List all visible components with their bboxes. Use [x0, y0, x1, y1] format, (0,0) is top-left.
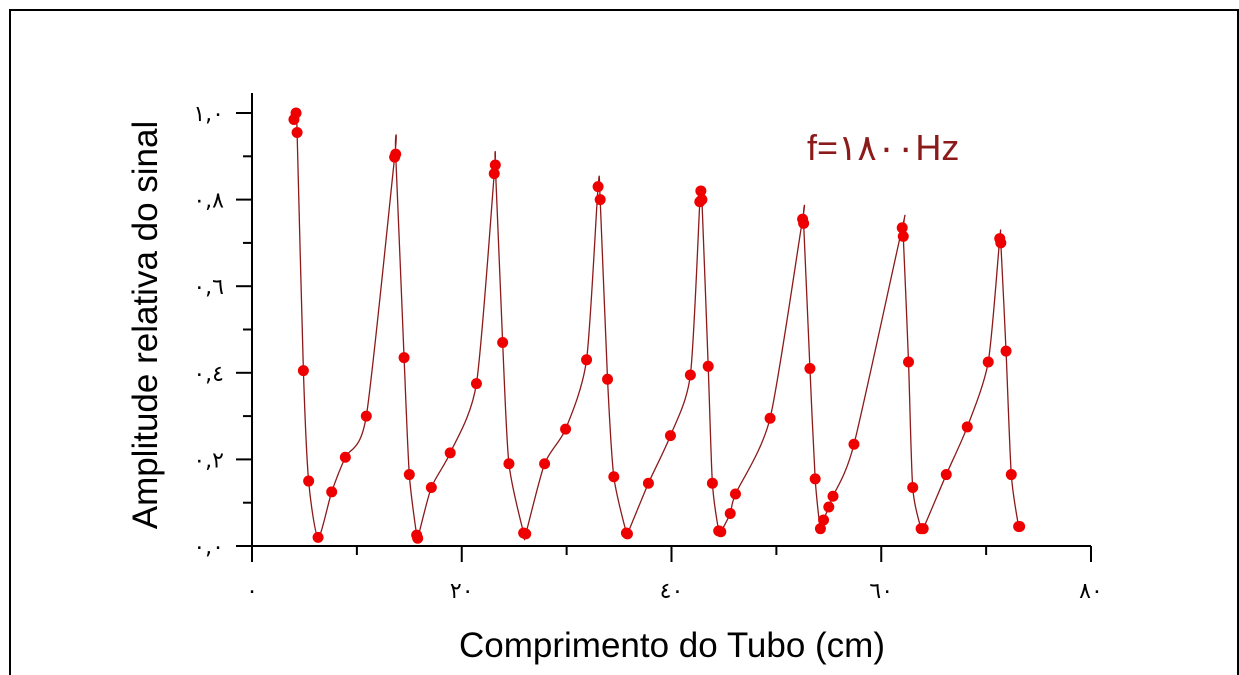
data-point [339, 451, 351, 463]
data-point [814, 523, 826, 535]
data-point [940, 469, 952, 481]
data-point [897, 230, 909, 242]
data-point [694, 196, 706, 208]
data-point [798, 217, 810, 229]
data-point [818, 514, 830, 526]
data-point [1000, 345, 1012, 357]
y-tick-label: ٠,٨ [193, 189, 224, 214]
y-tick-label: ٠,٦ [193, 275, 224, 300]
data-point [312, 531, 324, 543]
data-point [702, 360, 714, 372]
ticks: ٠ ٢٠ ٤٠ ٦٠ ٨٠ ٠,٠ ٠,٢ ٠,٤ ٠,٦ ٠,٨ ١,٠ [193, 102, 1102, 604]
data-point [1014, 521, 1026, 533]
data-point [594, 194, 606, 206]
data-point [444, 447, 456, 459]
y-tick-label: ١,٠ [193, 102, 224, 127]
fit-curve-layer [293, 111, 1021, 543]
data-point [907, 482, 919, 494]
data-point [288, 113, 300, 125]
data-point [903, 356, 915, 368]
y-tick-label: ٠,٢ [193, 448, 224, 473]
data-point [470, 378, 482, 390]
data-point [560, 423, 572, 435]
data-point [848, 438, 860, 450]
data-point [539, 458, 551, 470]
data-point [489, 159, 501, 171]
data-point [403, 469, 415, 481]
x-axis-title: Comprimento do Tubo (cm) [459, 626, 885, 665]
x-tick-label: ٤٠ [660, 579, 684, 604]
data-point [695, 185, 707, 197]
data-point [326, 486, 338, 498]
data-point [664, 430, 676, 442]
data-point [503, 458, 515, 470]
data-point [917, 523, 929, 535]
data-point [297, 365, 309, 377]
data-point [497, 336, 509, 348]
data-point [303, 475, 315, 487]
data-point [398, 352, 410, 364]
data-point [724, 508, 736, 520]
data-point [827, 490, 839, 502]
data-point [520, 528, 532, 540]
data-point [715, 526, 727, 538]
data-point [488, 168, 500, 180]
y-axis-title: Amplitude relativa do sinal [126, 121, 165, 530]
y-tick-label: ٠,٤ [193, 362, 224, 387]
data-point [729, 488, 741, 500]
data-point [982, 356, 994, 368]
fit-curve [293, 111, 1021, 543]
x-tick-label: ٠ [246, 579, 258, 604]
figure-frame [9, 9, 1239, 675]
data-point [360, 410, 372, 422]
x-tick-label: ٨٠ [1079, 579, 1103, 604]
data-point [684, 369, 696, 381]
data-point [809, 473, 821, 485]
data-point [706, 477, 718, 489]
data-point [291, 126, 303, 138]
data-point [592, 181, 604, 193]
frequency-annotation: f=١٨٠٠Hz [807, 127, 959, 168]
data-point [764, 412, 776, 424]
data-point [389, 151, 401, 163]
data-point [804, 362, 816, 374]
data-point [823, 501, 835, 513]
data-points-layer [288, 107, 1026, 544]
y-tick-label: ٠,٠ [193, 535, 224, 560]
x-tick-label: ٦٠ [869, 579, 893, 604]
data-point [425, 482, 437, 494]
data-point [1005, 469, 1017, 481]
data-point [642, 477, 654, 489]
data-point [581, 354, 593, 366]
data-point [608, 471, 620, 483]
x-tick-label: ٢٠ [450, 579, 474, 604]
data-point [961, 421, 973, 433]
data-point [995, 237, 1007, 249]
data-point [412, 532, 424, 544]
data-point [896, 222, 908, 234]
data-point [602, 373, 614, 385]
data-point [621, 528, 633, 540]
